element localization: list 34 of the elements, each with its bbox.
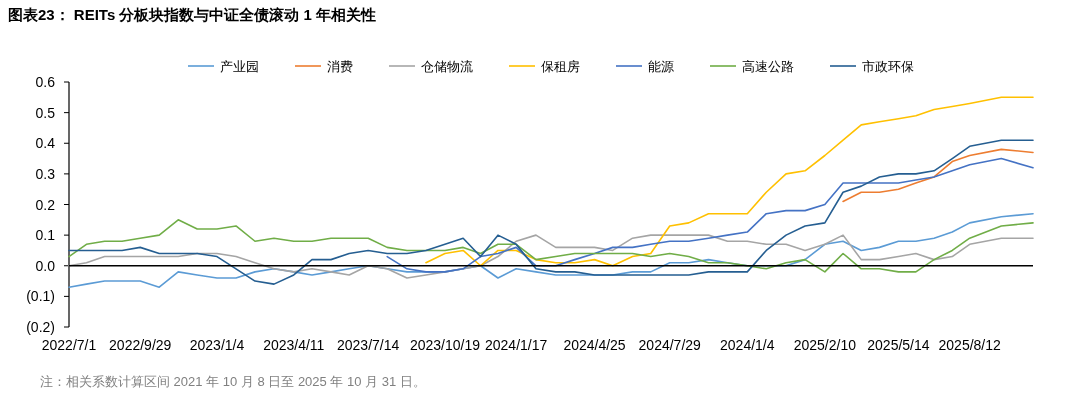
chart-title: 图表23： REITs 分板块指数与中证全债滚动 1 年相关性 bbox=[8, 6, 377, 23]
x-tick-label: 2024/4/25 bbox=[563, 337, 626, 353]
y-tick-label: 0.6 bbox=[35, 74, 56, 90]
x-tick-label: 2024/1/4 bbox=[720, 337, 775, 353]
x-tick-label: 2022/7/1 bbox=[41, 337, 97, 353]
legend-label: 能源 bbox=[648, 59, 674, 74]
x-tick-label: 2023/4/11 bbox=[263, 337, 325, 353]
x-tick-label: 2025/2/10 bbox=[793, 337, 857, 353]
x-tick-label: 2022/9/29 bbox=[109, 337, 172, 353]
line-series bbox=[842, 148, 1034, 203]
legend-label: 产业园 bbox=[220, 59, 259, 74]
x-tick-label: 2023/10/19 bbox=[409, 337, 481, 353]
legend-label: 仓储物流 bbox=[421, 59, 473, 74]
text: 注：相关系数计算区间 2021 年 10 月 8 日至 2025 年 10 月 31 日。 bbox=[40, 374, 426, 389]
x-tick-label: 2024/1/17 bbox=[485, 337, 548, 353]
legend-label: 市政环保 bbox=[862, 59, 914, 74]
legend-label: 消费 bbox=[327, 59, 353, 74]
y-tick-label: 0.2 bbox=[35, 196, 56, 213]
x-tick-label: 2023/1/4 bbox=[189, 337, 245, 353]
x-tick-label: 2025/5/14 bbox=[867, 337, 930, 353]
x-tick-label: 2025/8/12 bbox=[938, 337, 1002, 353]
y-tick-label: 0.3 bbox=[35, 165, 56, 182]
y-tick-label: 0.0 bbox=[35, 257, 56, 274]
line-series bbox=[386, 157, 1034, 273]
line-series bbox=[425, 96, 1034, 267]
y-tick-label: 0.5 bbox=[35, 104, 56, 121]
legend-label: 保租房 bbox=[541, 59, 580, 74]
x-tick-label: 2024/7/29 bbox=[638, 337, 702, 353]
y-tick-label: (0.1) bbox=[26, 288, 55, 305]
y-tick-label: 0.4 bbox=[35, 135, 56, 152]
y-tick-label: 0.1 bbox=[35, 227, 56, 244]
y-tick-label: (0.2) bbox=[26, 319, 55, 335]
legend-label: 高速公路 bbox=[742, 59, 794, 74]
x-tick-label: 2023/7/14 bbox=[337, 337, 400, 353]
